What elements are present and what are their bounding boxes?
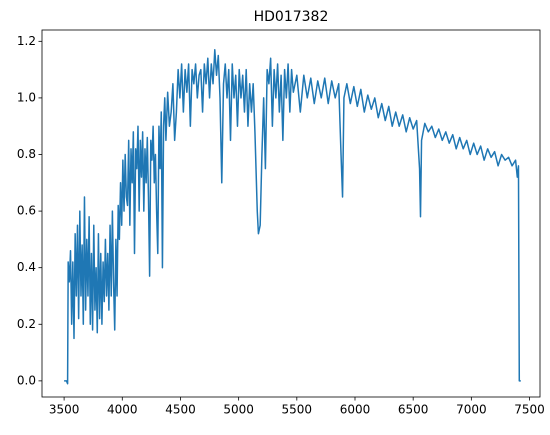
x-tick-label: 6500 xyxy=(398,403,429,417)
x-tick-label: 4500 xyxy=(165,403,196,417)
y-tick-label: 0.6 xyxy=(17,204,36,218)
y-tick-label: 0.0 xyxy=(17,373,36,387)
x-tick-label: 3500 xyxy=(49,403,80,417)
x-tick-label: 4000 xyxy=(107,403,138,417)
x-tick-label: 6000 xyxy=(340,403,371,417)
y-tick-label: 1.2 xyxy=(17,34,36,48)
axes-frame xyxy=(41,29,541,398)
y-tick-label: 1.0 xyxy=(17,90,36,104)
x-tick-label: 7500 xyxy=(514,403,545,417)
x-tick-label: 5500 xyxy=(282,403,313,417)
y-tick-label: 0.8 xyxy=(17,147,36,161)
x-tick-label: 5000 xyxy=(223,403,254,417)
x-tick-label: 7000 xyxy=(456,403,487,417)
chart-title: HD017382 xyxy=(254,9,329,25)
spectrum-line xyxy=(64,49,521,385)
y-tick-label: 0.4 xyxy=(17,260,36,274)
y-tick-label: 0.2 xyxy=(17,317,36,331)
